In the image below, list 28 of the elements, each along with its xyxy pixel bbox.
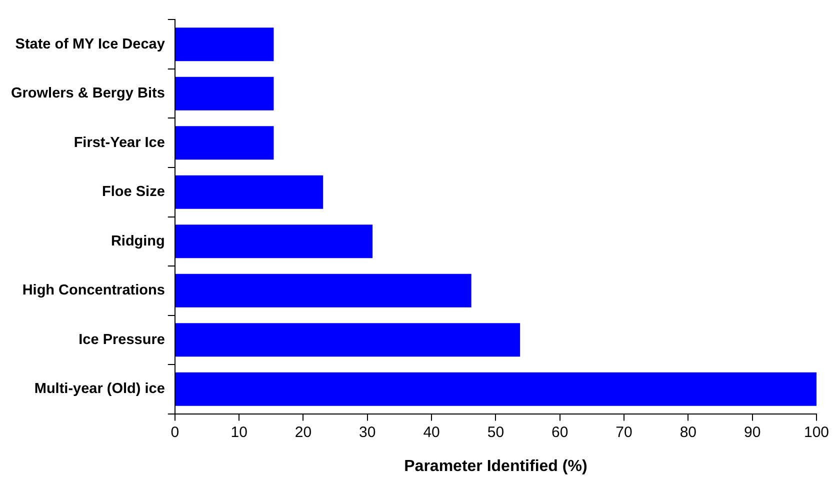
x-tick-label: 20 — [294, 424, 312, 441]
bar — [175, 323, 520, 357]
y-tick-label: Ridging — [110, 233, 165, 250]
bar — [175, 175, 324, 209]
x-tick-label: 70 — [616, 424, 632, 441]
x-tick-label: 40 — [423, 424, 440, 441]
bar — [175, 274, 472, 308]
bar — [175, 76, 274, 110]
x-tick-label: 90 — [744, 424, 761, 441]
y-tick-label: Floe Size — [102, 184, 165, 200]
bar — [175, 28, 274, 62]
bar — [175, 224, 373, 258]
x-tick-label: 60 — [552, 424, 568, 441]
y-tick-label: Multi-year (Old) ice — [34, 381, 165, 398]
x-tick-label: 10 — [230, 424, 248, 441]
x-tick-label: 80 — [680, 424, 697, 441]
x-tick-label: 100 — [804, 424, 829, 441]
y-tick-label: High Concentrations — [22, 282, 165, 299]
x-tick-label: 0 — [170, 424, 180, 441]
y-tick-label: First-Year Ice — [74, 134, 165, 151]
x-axis-title: Parameter Identified (%) — [404, 458, 588, 475]
bar — [175, 372, 816, 406]
bar — [175, 126, 274, 160]
y-tick-label: Ice Pressure — [78, 332, 165, 348]
x-tick-label: 30 — [359, 424, 376, 441]
y-tick-label: State of MY Ice Decay — [15, 36, 165, 52]
y-tick-label: Growlers & Bergy Bits — [10, 86, 165, 102]
x-tick-label: 50 — [487, 424, 504, 441]
